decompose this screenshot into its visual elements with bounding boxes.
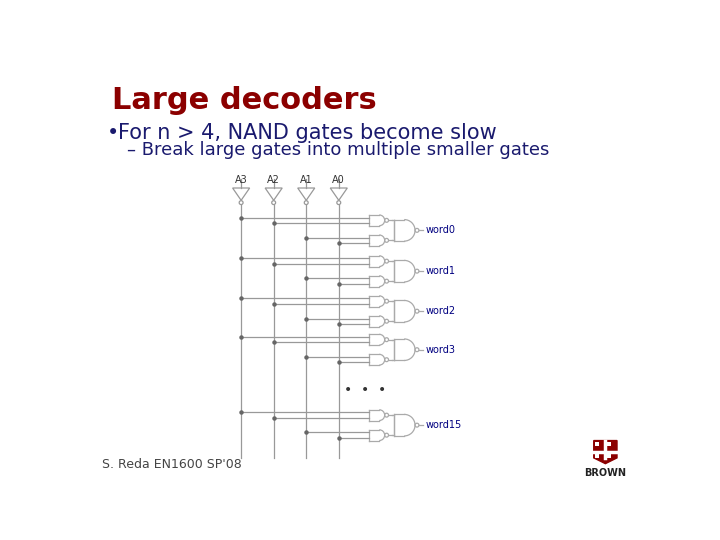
Text: – Break large gates into multiple smaller gates: – Break large gates into multiple smalle… <box>127 141 549 159</box>
Bar <box>607 442 611 446</box>
Text: BROWN: BROWN <box>585 468 626 477</box>
Polygon shape <box>594 441 617 464</box>
Text: word3: word3 <box>426 345 456 355</box>
Text: word1: word1 <box>426 266 456 276</box>
Text: A0: A0 <box>333 175 345 185</box>
Bar <box>607 454 611 457</box>
Text: S. Reda EN1600 SP'08: S. Reda EN1600 SP'08 <box>102 458 241 471</box>
Text: A1: A1 <box>300 175 312 185</box>
Bar <box>595 442 599 446</box>
Text: word0: word0 <box>426 225 456 235</box>
Text: A2: A2 <box>267 175 280 185</box>
Text: A3: A3 <box>235 175 248 185</box>
Text: •  •  •: • • • <box>344 383 387 397</box>
Bar <box>595 454 599 457</box>
Text: For n > 4, NAND gates become slow: For n > 4, NAND gates become slow <box>118 123 497 143</box>
Text: word15: word15 <box>426 420 462 430</box>
Text: word2: word2 <box>426 306 456 316</box>
Text: Large decoders: Large decoders <box>112 86 377 116</box>
Text: •: • <box>107 123 120 143</box>
